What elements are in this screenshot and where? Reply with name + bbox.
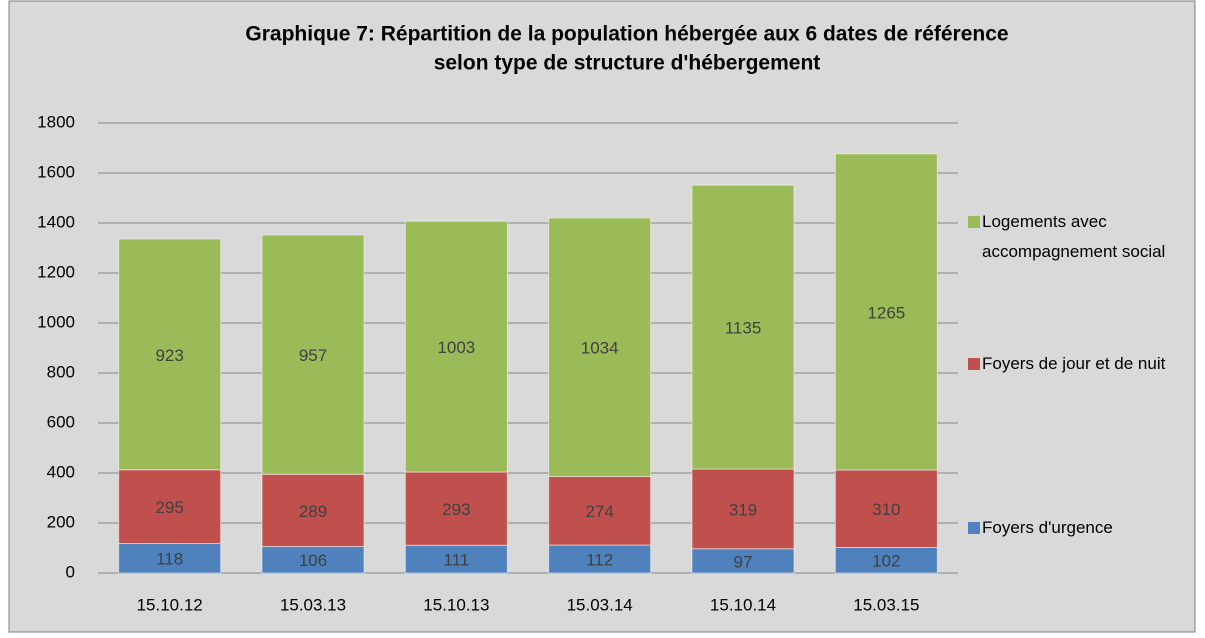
y-tick-label: 1400 [37, 212, 75, 231]
legend-label: Foyers de jour et de nuit [982, 354, 1166, 373]
legend-swatch [968, 358, 980, 370]
y-tick-label: 800 [47, 362, 75, 381]
data-label: 319 [729, 500, 757, 519]
data-label: 1003 [437, 338, 475, 357]
data-label: 112 [586, 550, 613, 569]
data-label: 295 [155, 498, 183, 517]
bar-segment [261, 546, 365, 574]
data-label: 310 [872, 500, 900, 519]
bar-segment [261, 234, 365, 475]
legend-item: Foyers d'urgence [982, 518, 1113, 537]
legend-label: Logements avec accompagnement social [982, 212, 1166, 261]
legend-swatch [968, 216, 980, 228]
data-label: 1034 [581, 339, 619, 358]
chart-title: selon type de structure d'hébergement [434, 52, 821, 75]
data-label: 118 [156, 550, 183, 569]
bar-segment [691, 184, 795, 470]
data-label: 102 [872, 552, 900, 571]
bar-segment [548, 544, 652, 574]
bar-segment [404, 220, 508, 473]
x-tick-label: 15.03.13 [280, 595, 346, 614]
data-label: 289 [299, 502, 327, 521]
y-tick-label: 200 [47, 512, 75, 531]
y-tick-label: 1600 [37, 162, 75, 181]
bar-segment [834, 547, 938, 574]
chart-title: Graphique 7: Répartition de la populatio… [245, 23, 1008, 46]
bar-segment [118, 543, 222, 574]
bar-segment [548, 217, 652, 477]
data-label: 293 [442, 500, 470, 519]
legend-item: Foyers de jour et de nuit [982, 354, 1166, 373]
bar-segment [548, 476, 652, 546]
x-tick-label: 15.03.15 [853, 595, 919, 614]
y-tick-label: 1000 [37, 312, 75, 331]
data-label: 274 [585, 502, 613, 521]
data-label: 923 [155, 346, 183, 365]
x-tick-label: 15.10.14 [710, 595, 776, 614]
y-tick-label: 0 [66, 562, 75, 581]
legend-label: Foyers d'urgence [982, 518, 1113, 537]
bar-segment [118, 469, 222, 544]
y-tick-label: 600 [47, 412, 75, 431]
data-label: 1265 [867, 303, 905, 322]
legend-swatch [968, 522, 980, 534]
bar-segment [261, 473, 365, 547]
data-label: 111 [443, 551, 469, 570]
bar-segment [404, 471, 508, 546]
data-label: 957 [299, 346, 327, 365]
x-tick-label: 15.03.14 [567, 595, 633, 614]
legend-item: Logements avec accompagnement social [982, 212, 1166, 261]
y-tick-label: 1800 [37, 112, 75, 131]
bar-segment [118, 238, 222, 471]
data-label: 1135 [725, 319, 762, 338]
data-label: 106 [299, 551, 327, 570]
x-tick-label: 15.10.13 [423, 595, 489, 614]
data-label: 97 [734, 552, 753, 571]
bar-segment [834, 153, 938, 471]
y-tick-label: 1200 [37, 262, 75, 281]
y-tick-label: 400 [47, 462, 75, 481]
bar-segment [404, 544, 508, 574]
x-tick-label: 15.10.12 [137, 595, 203, 614]
